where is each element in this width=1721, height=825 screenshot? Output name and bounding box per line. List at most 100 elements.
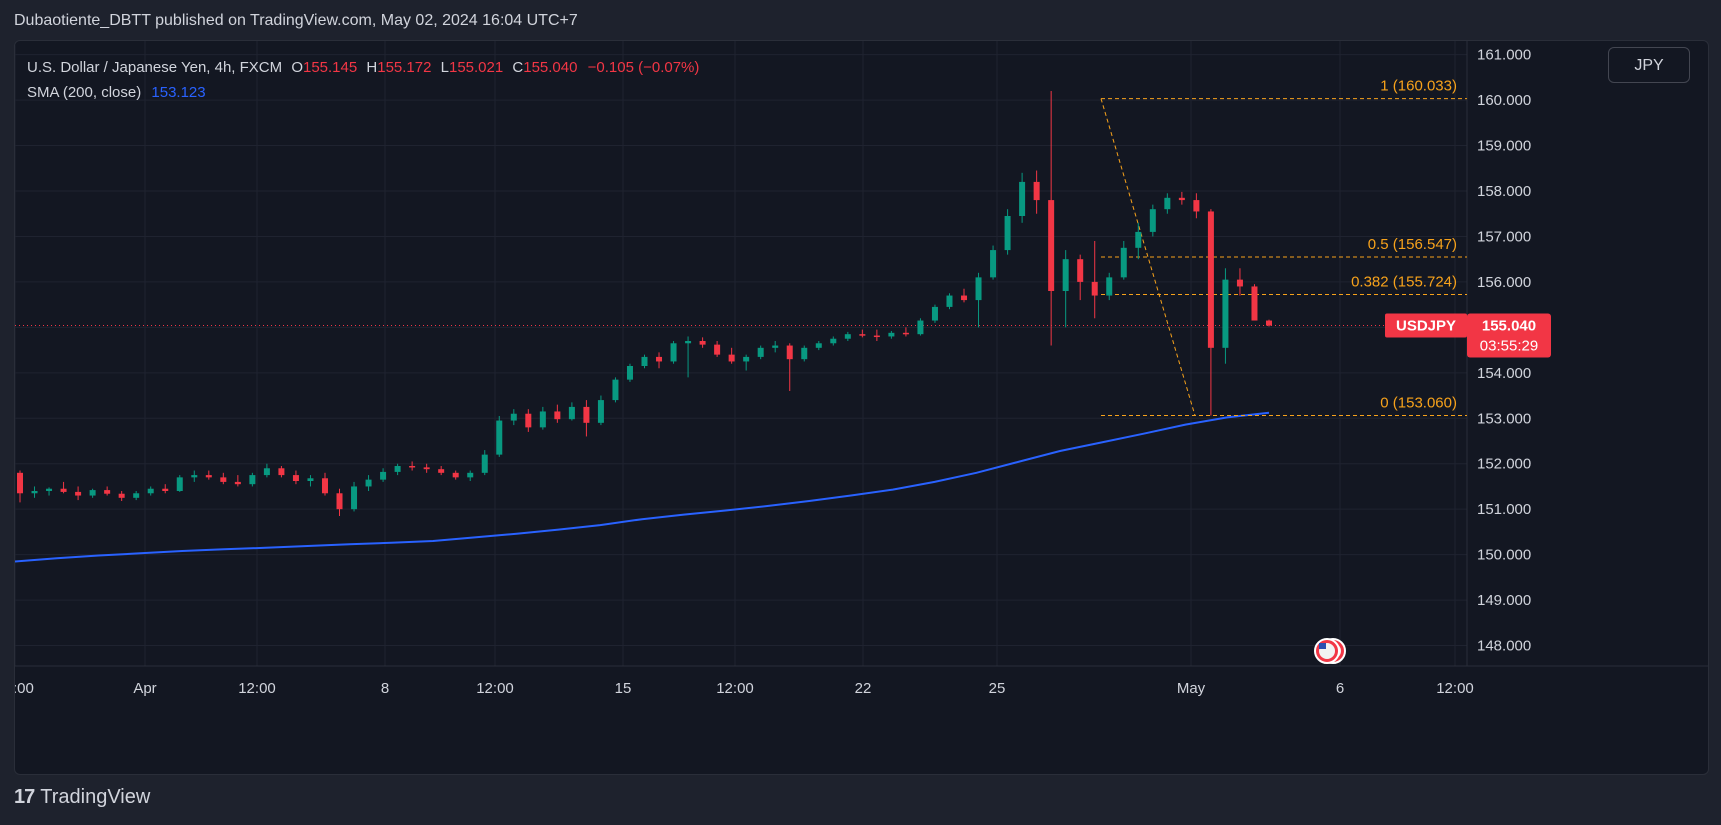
candle	[60, 481, 67, 494]
x-tick-label: 25	[989, 680, 1006, 697]
x-tick-label: 6	[1336, 680, 1344, 697]
candle	[278, 466, 285, 478]
candle	[481, 450, 488, 476]
candle-body	[714, 344, 721, 355]
candle	[873, 329, 880, 341]
y-tick-label: 157.000	[1477, 228, 1531, 245]
candle-body	[438, 469, 445, 473]
candle-body	[205, 475, 212, 478]
candle-body	[597, 400, 604, 423]
candle-body	[365, 479, 372, 487]
currency-button[interactable]: JPY	[1608, 47, 1690, 83]
candle	[380, 468, 387, 482]
candle	[1193, 193, 1200, 219]
x-tick-label: 12:00	[1436, 680, 1474, 697]
y-tick-label: 156.000	[1477, 274, 1531, 291]
price-chart[interactable]: 148.000 149.000 150.000 151.000 152.000 153.0…	[15, 41, 1708, 774]
x-tick-label: :00	[15, 680, 34, 697]
candle	[931, 304, 938, 323]
x-tick-label: 12:00	[476, 680, 514, 697]
candle	[1149, 204, 1156, 237]
candle-body	[1135, 231, 1142, 248]
candle-body	[46, 488, 53, 491]
candle	[990, 245, 997, 280]
candle-body	[351, 486, 358, 510]
candle-body	[1004, 216, 1011, 251]
price-tag-bg	[1467, 313, 1551, 358]
candle	[452, 470, 459, 480]
candle-body	[612, 379, 619, 401]
candle-body	[583, 406, 590, 423]
candle	[147, 486, 154, 496]
candle-body	[757, 347, 764, 357]
candle-body	[699, 341, 706, 345]
y-tick-label: 154.000	[1477, 365, 1531, 382]
low-value: 155.021	[448, 59, 504, 76]
candle	[31, 486, 38, 498]
candle-body	[1236, 279, 1243, 287]
candle-body	[1266, 320, 1272, 326]
candle-body	[176, 477, 183, 491]
change-value: −0.105 (−0.07%)	[587, 59, 700, 76]
tradingview-logo-icon: 17	[14, 786, 35, 808]
candle-body	[873, 335, 880, 338]
candle	[292, 470, 299, 485]
candle	[815, 341, 822, 351]
candle	[1048, 91, 1055, 346]
candle	[394, 463, 401, 476]
candle	[75, 486, 82, 501]
candle	[1135, 222, 1142, 260]
candle	[844, 331, 851, 341]
x-tick-label: 22	[855, 680, 872, 697]
candle	[525, 409, 532, 432]
candle-body	[307, 478, 314, 481]
ohlc-row: U.S. Dollar / Japanese Yen, 4h, FXCM O15…	[27, 55, 699, 80]
candle	[220, 472, 227, 485]
fib-level-label: 0.5 (156.547)	[1368, 236, 1457, 253]
candle-body	[961, 295, 968, 301]
y-tick-label: 153.000	[1477, 410, 1531, 427]
x-tick-label: 15	[615, 680, 632, 697]
candle-body	[1120, 247, 1127, 278]
candle-body	[539, 411, 546, 428]
candle-body	[525, 413, 532, 428]
candle-body	[481, 454, 488, 473]
candle	[554, 404, 561, 423]
candle	[1178, 191, 1185, 205]
candle	[17, 470, 23, 503]
candle-body	[496, 420, 503, 455]
symbol-tag: USDJPY	[1396, 318, 1456, 335]
candle-body	[234, 481, 241, 485]
candle	[46, 487, 53, 496]
candle-body	[1106, 277, 1113, 296]
candle	[612, 377, 619, 403]
candle	[496, 416, 503, 457]
candle	[1120, 241, 1127, 280]
candle-body	[902, 332, 909, 335]
candle-body	[1091, 281, 1098, 296]
sma-value: 153.123	[151, 84, 206, 101]
candle	[786, 343, 793, 391]
chart-panel[interactable]: 148.000 149.000 150.000 151.000 152.000 153.0…	[14, 40, 1709, 775]
candle	[801, 345, 808, 362]
candle	[641, 354, 648, 369]
candle-body	[321, 478, 328, 494]
candle	[307, 475, 314, 487]
candle-body	[17, 472, 23, 494]
candle-body	[917, 320, 924, 335]
y-tick-label: 158.000	[1477, 183, 1531, 200]
candle-body	[263, 468, 270, 476]
tradingview-footer: 17 TradingView	[14, 786, 150, 809]
symbol-title[interactable]: U.S. Dollar / Japanese Yen, 4h, FXCM	[27, 59, 283, 76]
candle	[830, 336, 837, 346]
price-tag-countdown: 03:55:29	[1480, 338, 1538, 355]
sma-label[interactable]: SMA (200, close)	[27, 84, 142, 101]
candle	[626, 363, 633, 382]
tradingview-brand: TradingView	[40, 786, 151, 808]
x-tick-label: 8	[381, 680, 389, 697]
candle	[772, 341, 779, 353]
chart-legend: U.S. Dollar / Japanese Yen, 4h, FXCM O15…	[27, 55, 699, 105]
fib-level-label: 0 (153.060)	[1380, 395, 1457, 412]
symbol-tag-bg	[1385, 313, 1467, 338]
candle-body	[31, 491, 38, 494]
